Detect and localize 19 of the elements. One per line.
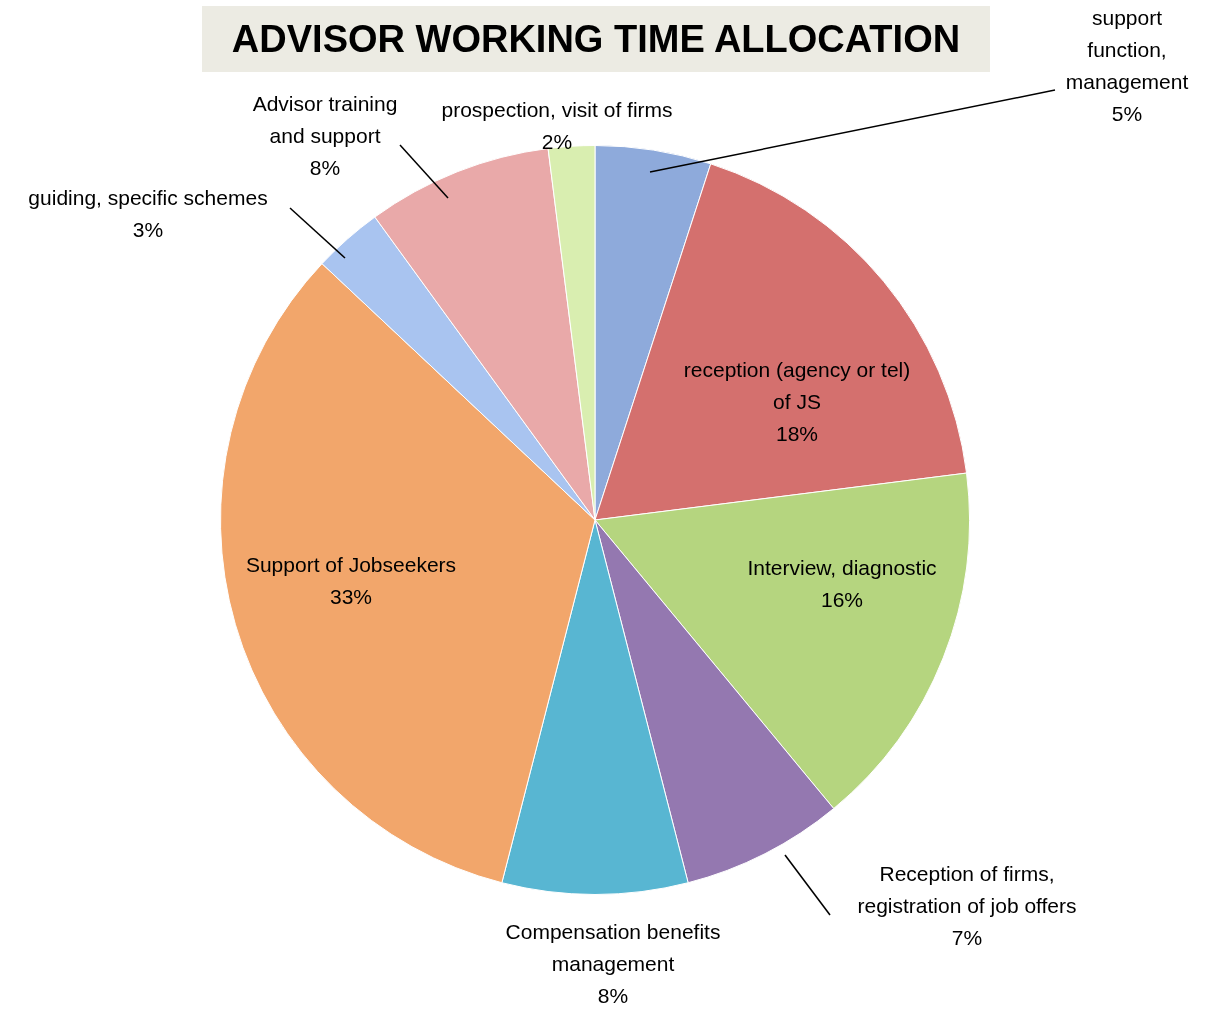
data-label: 8% (597, 983, 629, 1007)
chart-title: ADVISOR WORKING TIME ALLOCATION (202, 6, 990, 72)
slice-label: guiding, specific schemes (28, 185, 268, 209)
data-label: 2% (541, 129, 573, 153)
slice-label: Compensation benefits management (505, 919, 721, 975)
data-label: 5% (1111, 101, 1143, 125)
slice-label: prospection, visit of firms (441, 97, 673, 121)
data-label: 18% (775, 421, 819, 445)
data-label: 8% (309, 155, 341, 179)
data-label: 16% (820, 587, 864, 611)
slice-label: Advisor training and support (252, 91, 398, 147)
slice-label: reception (agency or tel) of JS (683, 357, 911, 413)
slice-label: Interview, diagnostic (747, 555, 937, 579)
data-label: 3% (132, 217, 164, 241)
data-label: 7% (951, 925, 983, 949)
slice-label: Reception of firms, registration of job offers (857, 861, 1077, 917)
slice-label: support function, management (1065, 5, 1189, 93)
data-label: 33% (329, 584, 373, 608)
slice-label: Support of Jobseekers (245, 552, 457, 576)
